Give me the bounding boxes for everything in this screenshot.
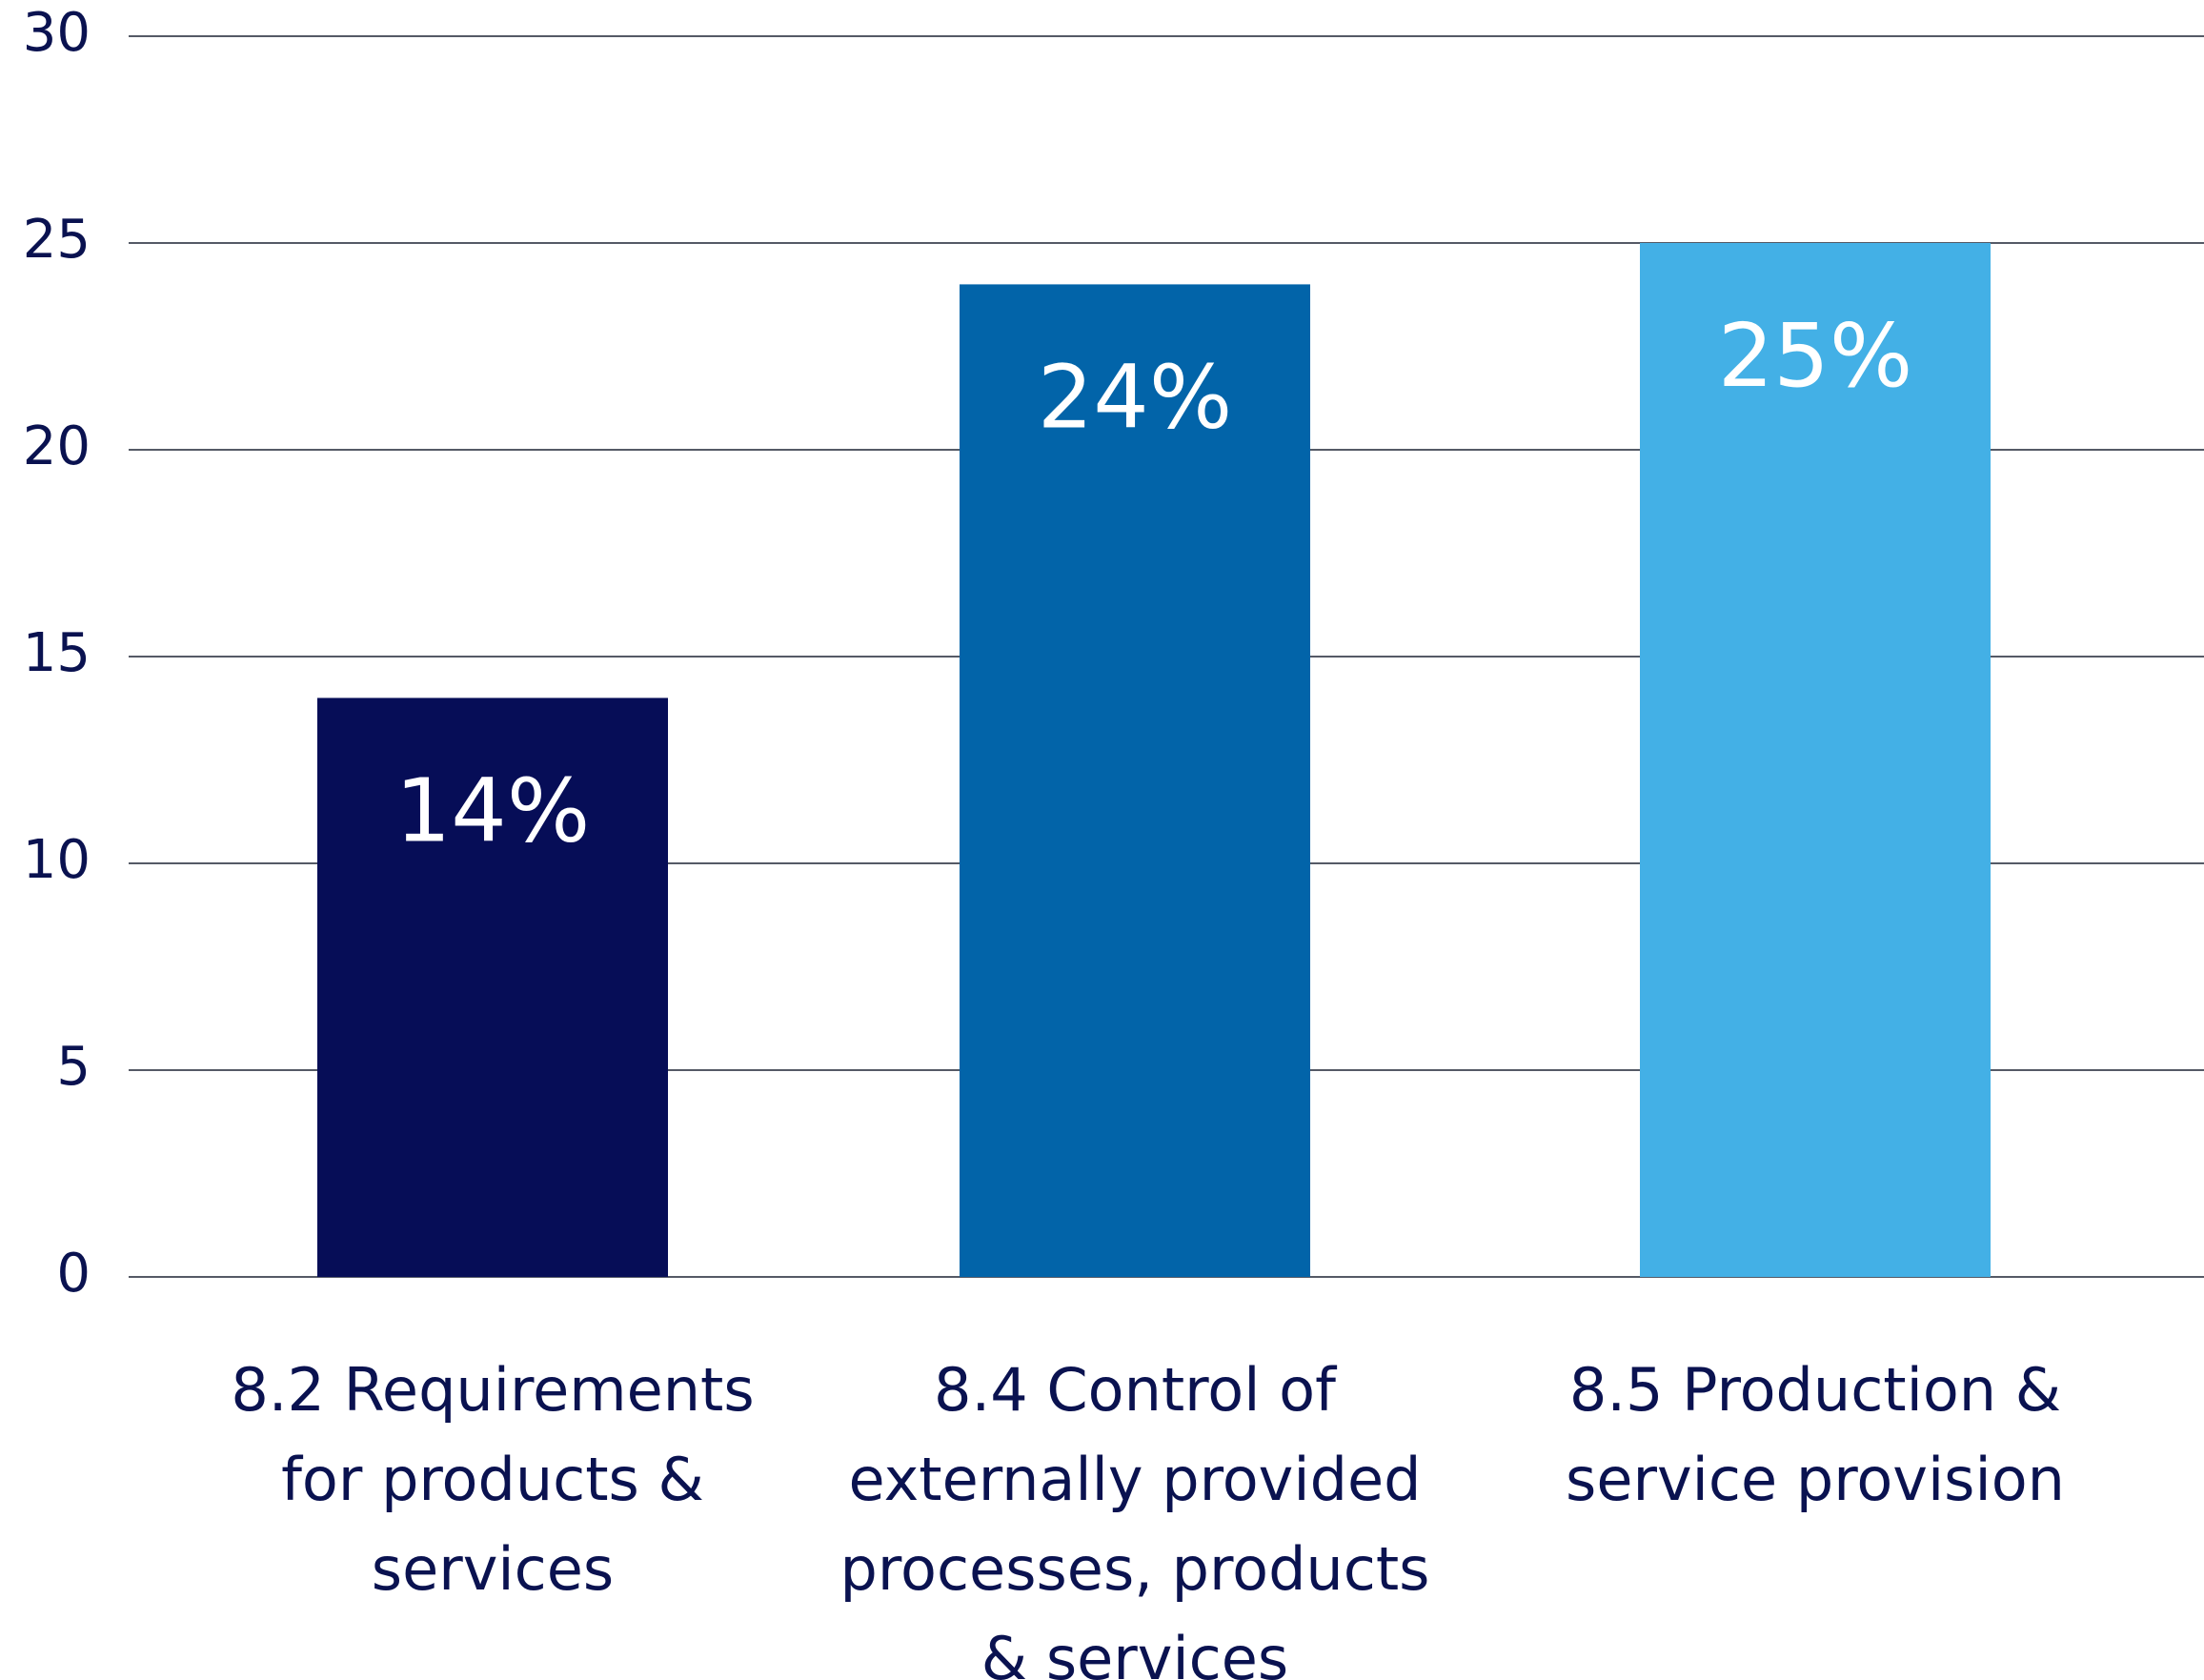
bar-1 <box>317 698 668 1277</box>
x-category-label: 8.5 Production & service provision <box>1566 1355 2065 1514</box>
bar-2 <box>960 284 1310 1277</box>
x-category-line: externally provided <box>849 1445 1422 1514</box>
data-label: 25% <box>1718 305 1912 407</box>
x-category-label: 8.4 Control of externally provided process… <box>840 1355 1430 1680</box>
data-labels: 14% 24% 25% <box>395 305 1912 861</box>
x-category-label: 8.2 Requirements for products & services <box>231 1355 754 1604</box>
x-category-line: & services <box>981 1624 1288 1680</box>
data-label: 14% <box>395 759 590 861</box>
x-category-line: 8.4 Control of <box>934 1355 1338 1425</box>
x-category-line: 8.2 Requirements <box>231 1355 754 1425</box>
x-category-line: for products & <box>281 1445 704 1514</box>
y-tick-label: 10 <box>23 829 91 891</box>
bar-3 <box>1640 243 1991 1277</box>
y-tick-label: 20 <box>23 415 91 477</box>
x-axis-categories: 8.2 Requirements for products & services8.… <box>231 1355 2065 1680</box>
x-category-line: 8.5 Production & <box>1569 1355 2061 1425</box>
y-tick-label: 15 <box>23 622 91 684</box>
data-label: 24% <box>1038 346 1232 448</box>
y-tick-label: 0 <box>56 1243 91 1305</box>
x-category-line: processes, products <box>840 1534 1430 1604</box>
y-tick-label: 5 <box>56 1036 91 1098</box>
y-tick-label: 25 <box>23 209 91 271</box>
y-tick-label: 30 <box>23 2 91 64</box>
x-category-line: services <box>372 1534 614 1604</box>
y-axis-ticks: 0 5 10 15 20 25 30 <box>23 2 91 1305</box>
bars <box>317 243 1991 1277</box>
x-category-line: service provision <box>1566 1445 2065 1514</box>
